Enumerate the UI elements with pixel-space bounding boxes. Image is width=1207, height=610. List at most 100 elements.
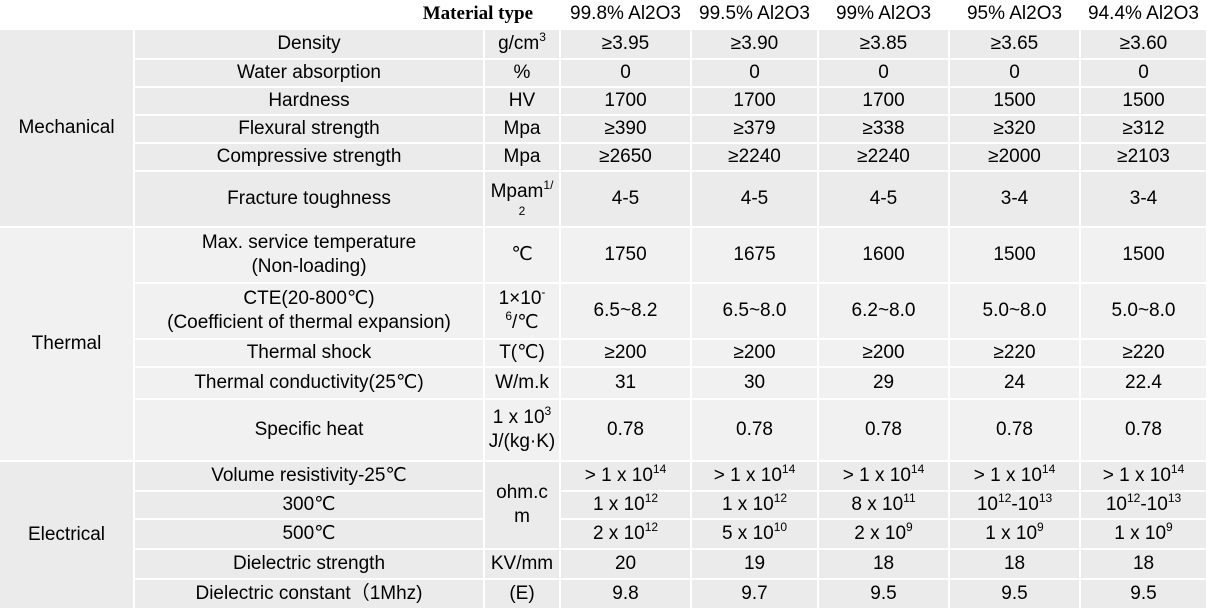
- property-value: 31: [560, 367, 693, 400]
- property-value: ≥2650: [560, 143, 693, 172]
- property-name: Thermal conductivity(25℃): [134, 367, 485, 400]
- property-name: Flexural strength: [134, 115, 485, 144]
- property-value: ≥200: [818, 339, 951, 368]
- property-value: 1500: [949, 87, 1082, 116]
- property-name: Volume resistivity-25℃: [134, 461, 485, 492]
- property-value: 1600: [818, 227, 951, 284]
- property-name: 500℃: [134, 519, 485, 550]
- property-unit: ohm.c m: [484, 461, 562, 550]
- property-value: 19: [691, 549, 820, 580]
- property-value: 9.7: [691, 579, 820, 610]
- property-value: > 1 x 1014: [949, 461, 1082, 492]
- property-value: 6.5~8.0: [691, 283, 820, 340]
- property-value: 0.78: [691, 399, 820, 462]
- property-value: 0.78: [818, 399, 951, 462]
- property-value: 1700: [818, 87, 951, 116]
- property-name: Hardness: [134, 87, 485, 116]
- property-name: Max. service temperature (Non-loading): [134, 227, 485, 284]
- property-name: Specific heat: [134, 399, 485, 462]
- property-value: 1 x 1012: [560, 491, 693, 520]
- property-unit: KV/mm: [484, 549, 562, 580]
- property-value: 18: [949, 549, 1082, 580]
- property-value: ≥379: [691, 115, 820, 144]
- property-value: ≥2240: [818, 143, 951, 172]
- property-value: 22.4: [1080, 367, 1207, 400]
- property-value: 1750: [560, 227, 693, 284]
- table-row: Mechanical Density g/cm3 ≥3.95 ≥3.90 ≥3.…: [0, 29, 1207, 228]
- property-value: 1675: [691, 227, 820, 284]
- grade-header: 99.5% Al2O3: [691, 0, 820, 30]
- grade-header: 94.4% Al2O3: [1080, 0, 1207, 30]
- property-unit: ℃: [484, 227, 562, 284]
- property-value: ≥312: [1080, 115, 1207, 144]
- property-value: 29: [818, 367, 951, 400]
- property-value: 0.78: [1080, 399, 1207, 462]
- property-value: 0: [1080, 59, 1207, 88]
- property-unit: %: [484, 59, 562, 88]
- property-value: 0.78: [560, 399, 693, 462]
- property-value: 1012-1013: [1080, 491, 1207, 520]
- property-value: 18: [1080, 549, 1207, 580]
- property-name: Water absorption: [134, 59, 485, 88]
- property-name: 300℃: [134, 491, 485, 520]
- property-value: 4-5: [818, 171, 951, 228]
- category-mechanical: Mechanical: [0, 29, 135, 228]
- category-thermal: Thermal: [0, 227, 135, 462]
- property-value: 18: [818, 549, 951, 580]
- property-value: > 1 x 1014: [818, 461, 951, 492]
- table-row: Hardness HV 1700 1700 1700 1500 1500: [0, 87, 1207, 116]
- property-value: 5 x 1010: [691, 519, 820, 550]
- property-value: ≥320: [949, 115, 1082, 144]
- property-value: 1700: [691, 87, 820, 116]
- property-value: ≥3.95: [560, 29, 693, 60]
- property-value: ≥3.85: [818, 29, 951, 60]
- table-row: Water absorption % 0 0 0 0 0: [0, 59, 1207, 88]
- property-value: > 1 x 1014: [691, 461, 820, 492]
- property-value: 9.5: [818, 579, 951, 610]
- property-value: 1 x 109: [949, 519, 1082, 550]
- property-unit: 1 x 103 J/(kg·K): [484, 399, 562, 462]
- property-value: 0: [560, 59, 693, 88]
- property-value: ≥200: [560, 339, 693, 368]
- property-value: ≥220: [949, 339, 1082, 368]
- grade-header: 99.8% Al2O3: [560, 0, 693, 30]
- category-electrical: Electrical: [0, 461, 135, 610]
- property-value: ≥200: [691, 339, 820, 368]
- table-row: Thermal shock T(℃) ≥200 ≥200 ≥200 ≥220 ≥…: [0, 339, 1207, 368]
- property-value: 30: [691, 367, 820, 400]
- grade-header: 95% Al2O3: [949, 0, 1082, 30]
- property-name: Thermal shock: [134, 339, 485, 368]
- property-value: ≥2000: [949, 143, 1082, 172]
- property-value: 8 x 1011: [818, 491, 951, 520]
- property-value: ≥3.60: [1080, 29, 1207, 60]
- property-value: 3-4: [1080, 171, 1207, 228]
- property-value: 1 x 109: [1080, 519, 1207, 550]
- property-value: 24: [949, 367, 1082, 400]
- table-row: 500℃ 2 x 1012 5 x 1010 2 x 109 1 x 109 1…: [0, 519, 1207, 550]
- property-value: ≥390: [560, 115, 693, 144]
- property-unit: 1×10- 6/℃: [484, 283, 562, 340]
- header-row: Material type 99.8% Al2O3 99.5% Al2O3 99…: [0, 0, 1207, 30]
- property-unit: (E): [484, 579, 562, 610]
- property-value: ≥220: [1080, 339, 1207, 368]
- table-row: Fracture toughness Mpam1/2 4-5 4-5 4-5 3…: [0, 171, 1207, 228]
- property-value: 1500: [1080, 87, 1207, 116]
- property-unit: HV: [484, 87, 562, 116]
- property-value: ≥2103: [1080, 143, 1207, 172]
- property-value: 4-5: [691, 171, 820, 228]
- table-row: Specific heat 1 x 103 J/(kg·K) 0.78 0.78 …: [0, 399, 1207, 462]
- property-value: 1500: [1080, 227, 1207, 284]
- property-value: ≥338: [818, 115, 951, 144]
- table-row: Electrical Volume resistivity-25℃ ohm.c m…: [0, 461, 1207, 610]
- property-value: 0: [691, 59, 820, 88]
- property-name: Dielectric strength: [134, 549, 485, 580]
- property-value: > 1 x 1014: [560, 461, 693, 492]
- property-value: 5.0~8.0: [1080, 283, 1207, 340]
- table-row: 300℃ 1 x 1012 1 x 1012 8 x 1011 1012-101…: [0, 491, 1207, 520]
- property-value: 1012-1013: [949, 491, 1082, 520]
- property-value: > 1 x 1014: [1080, 461, 1207, 492]
- property-value: 0: [818, 59, 951, 88]
- property-value: 6.5~8.2: [560, 283, 693, 340]
- property-name: Dielectric constant（1Mhz): [134, 579, 485, 610]
- property-name: Fracture toughness: [134, 171, 485, 228]
